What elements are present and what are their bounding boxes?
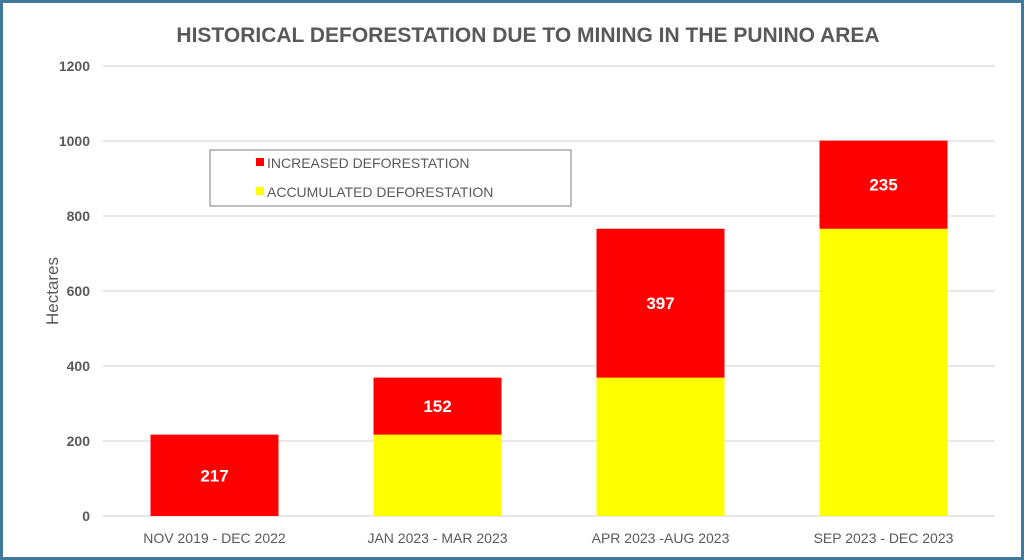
y-tick-label: 1000 <box>59 133 90 149</box>
y-tick-label: 800 <box>67 208 91 224</box>
y-tick-label: 400 <box>67 358 91 374</box>
x-tick-label: JAN 2023 - MAR 2023 <box>367 530 507 546</box>
bar-segment <box>819 140 948 229</box>
bar-segment <box>596 377 725 516</box>
legend-box <box>209 149 572 207</box>
y-tick-label: 0 <box>82 508 90 524</box>
legend-label-increased: INCREASED DEFORESTATION <box>267 155 470 171</box>
data-label: 217 <box>200 466 228 485</box>
bar-segment <box>373 434 502 516</box>
bar-segment <box>373 377 502 435</box>
y-tick-label: 1200 <box>59 58 90 74</box>
legend-swatch-increased <box>256 158 264 166</box>
data-label: 397 <box>646 294 674 313</box>
legend-swatch-accumulated <box>256 187 264 195</box>
data-label: 152 <box>423 397 451 416</box>
y-tick-label: 600 <box>67 283 91 299</box>
chart-title: HISTORICAL DEFORESTATION DUE TO MINING I… <box>176 24 879 47</box>
x-tick-label: SEP 2023 - DEC 2023 <box>814 530 954 546</box>
legend: INCREASED DEFORESTATION ACCUMULATED DEFO… <box>209 149 572 207</box>
bar-segment <box>596 228 725 378</box>
x-tick-label: APR 2023 -AUG 2023 <box>592 530 730 546</box>
bar-segment <box>819 228 948 516</box>
data-label: 235 <box>869 176 897 195</box>
bar-segment <box>150 434 279 516</box>
y-tick-label: 200 <box>67 433 91 449</box>
legend-label-accumulated: ACCUMULATED DEFORESTATION <box>267 184 493 200</box>
y-axis-label: Hectares <box>43 257 62 325</box>
x-tick-label: NOV 2019 - DEC 2022 <box>143 530 286 546</box>
